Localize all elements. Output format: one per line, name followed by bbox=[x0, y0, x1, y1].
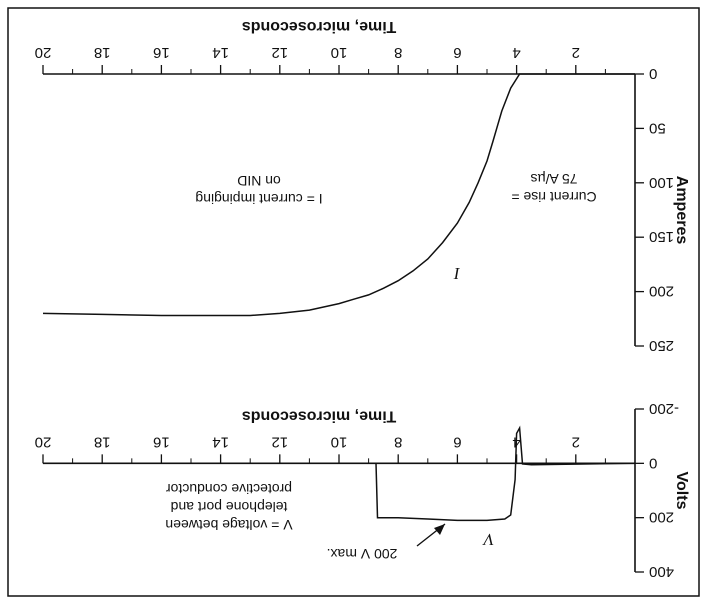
x-tick-label: 18 bbox=[94, 433, 111, 450]
annotation-voltage-definition: V = voltage between bbox=[165, 517, 292, 533]
y-axis-title: Volts bbox=[673, 472, 690, 510]
y-tick-label: 250 bbox=[649, 337, 674, 354]
x-tick-label: 10 bbox=[331, 44, 348, 61]
x-tick-label: 4 bbox=[512, 44, 520, 61]
figure-frame bbox=[7, 7, 700, 597]
x-tick-label: 14 bbox=[212, 44, 229, 61]
y-tick-label: 100 bbox=[649, 174, 674, 191]
x-tick-label: 18 bbox=[94, 44, 111, 61]
x-tick-label: 20 bbox=[35, 44, 52, 61]
annotation-current-definition-cont: on NID bbox=[237, 173, 281, 189]
annotation-voltage-definition-cont2: protective conductor bbox=[166, 481, 292, 497]
y-axis-title: Amperes bbox=[673, 176, 690, 245]
x-tick-label: 10 bbox=[331, 433, 348, 450]
series-label-V: V bbox=[481, 530, 494, 549]
y-tick-label: 200 bbox=[649, 509, 674, 526]
x-tick-label: 8 bbox=[394, 44, 402, 61]
annotation-arrow-head bbox=[434, 524, 445, 535]
annotation-current-rise: Current rise = bbox=[511, 189, 596, 205]
series-label-I: I bbox=[453, 264, 461, 283]
x-tick-label: 12 bbox=[271, 433, 288, 450]
x-axis-title: Time, microseconds bbox=[242, 407, 397, 424]
annotation-current-definition: I = current impinging bbox=[195, 191, 322, 207]
y-tick-label: 50 bbox=[649, 119, 666, 136]
x-tick-label: 8 bbox=[394, 433, 402, 450]
x-tick-label: 12 bbox=[271, 44, 288, 61]
current-chart: 2 4 6 8 10 12 14 16 18 20 Time, microseconds 0 50 100… bbox=[35, 18, 690, 354]
x-tick-label: 20 bbox=[35, 433, 52, 450]
x-tick-label: 6 bbox=[453, 44, 461, 61]
x-tick-label: 6 bbox=[453, 433, 461, 450]
x-axis-title: Time, microseconds bbox=[242, 18, 397, 35]
y-tick-label: 0 bbox=[649, 65, 657, 82]
x-tick-label: 14 bbox=[212, 433, 229, 450]
y-tick-label: -200 bbox=[649, 400, 679, 417]
y-tick-label: 150 bbox=[649, 228, 674, 245]
series-line-V bbox=[43, 425, 636, 522]
x-tick-label: 2 bbox=[572, 44, 580, 61]
annotation-voltage-definition-cont: telephone port and bbox=[171, 499, 288, 515]
y-tick-label: 400 bbox=[649, 563, 674, 580]
annotation-200v-max: 200 V max. bbox=[327, 546, 398, 562]
annotation-current-rise-value: 75 A/µs bbox=[531, 171, 578, 187]
x-tick-label: 2 bbox=[572, 433, 580, 450]
x-tick-label: 16 bbox=[153, 44, 170, 61]
y-tick-label: 200 bbox=[649, 283, 674, 300]
y-tick-label: 0 bbox=[649, 454, 657, 471]
x-tick-label: 16 bbox=[153, 433, 170, 450]
series-line-I bbox=[42, 73, 635, 317]
